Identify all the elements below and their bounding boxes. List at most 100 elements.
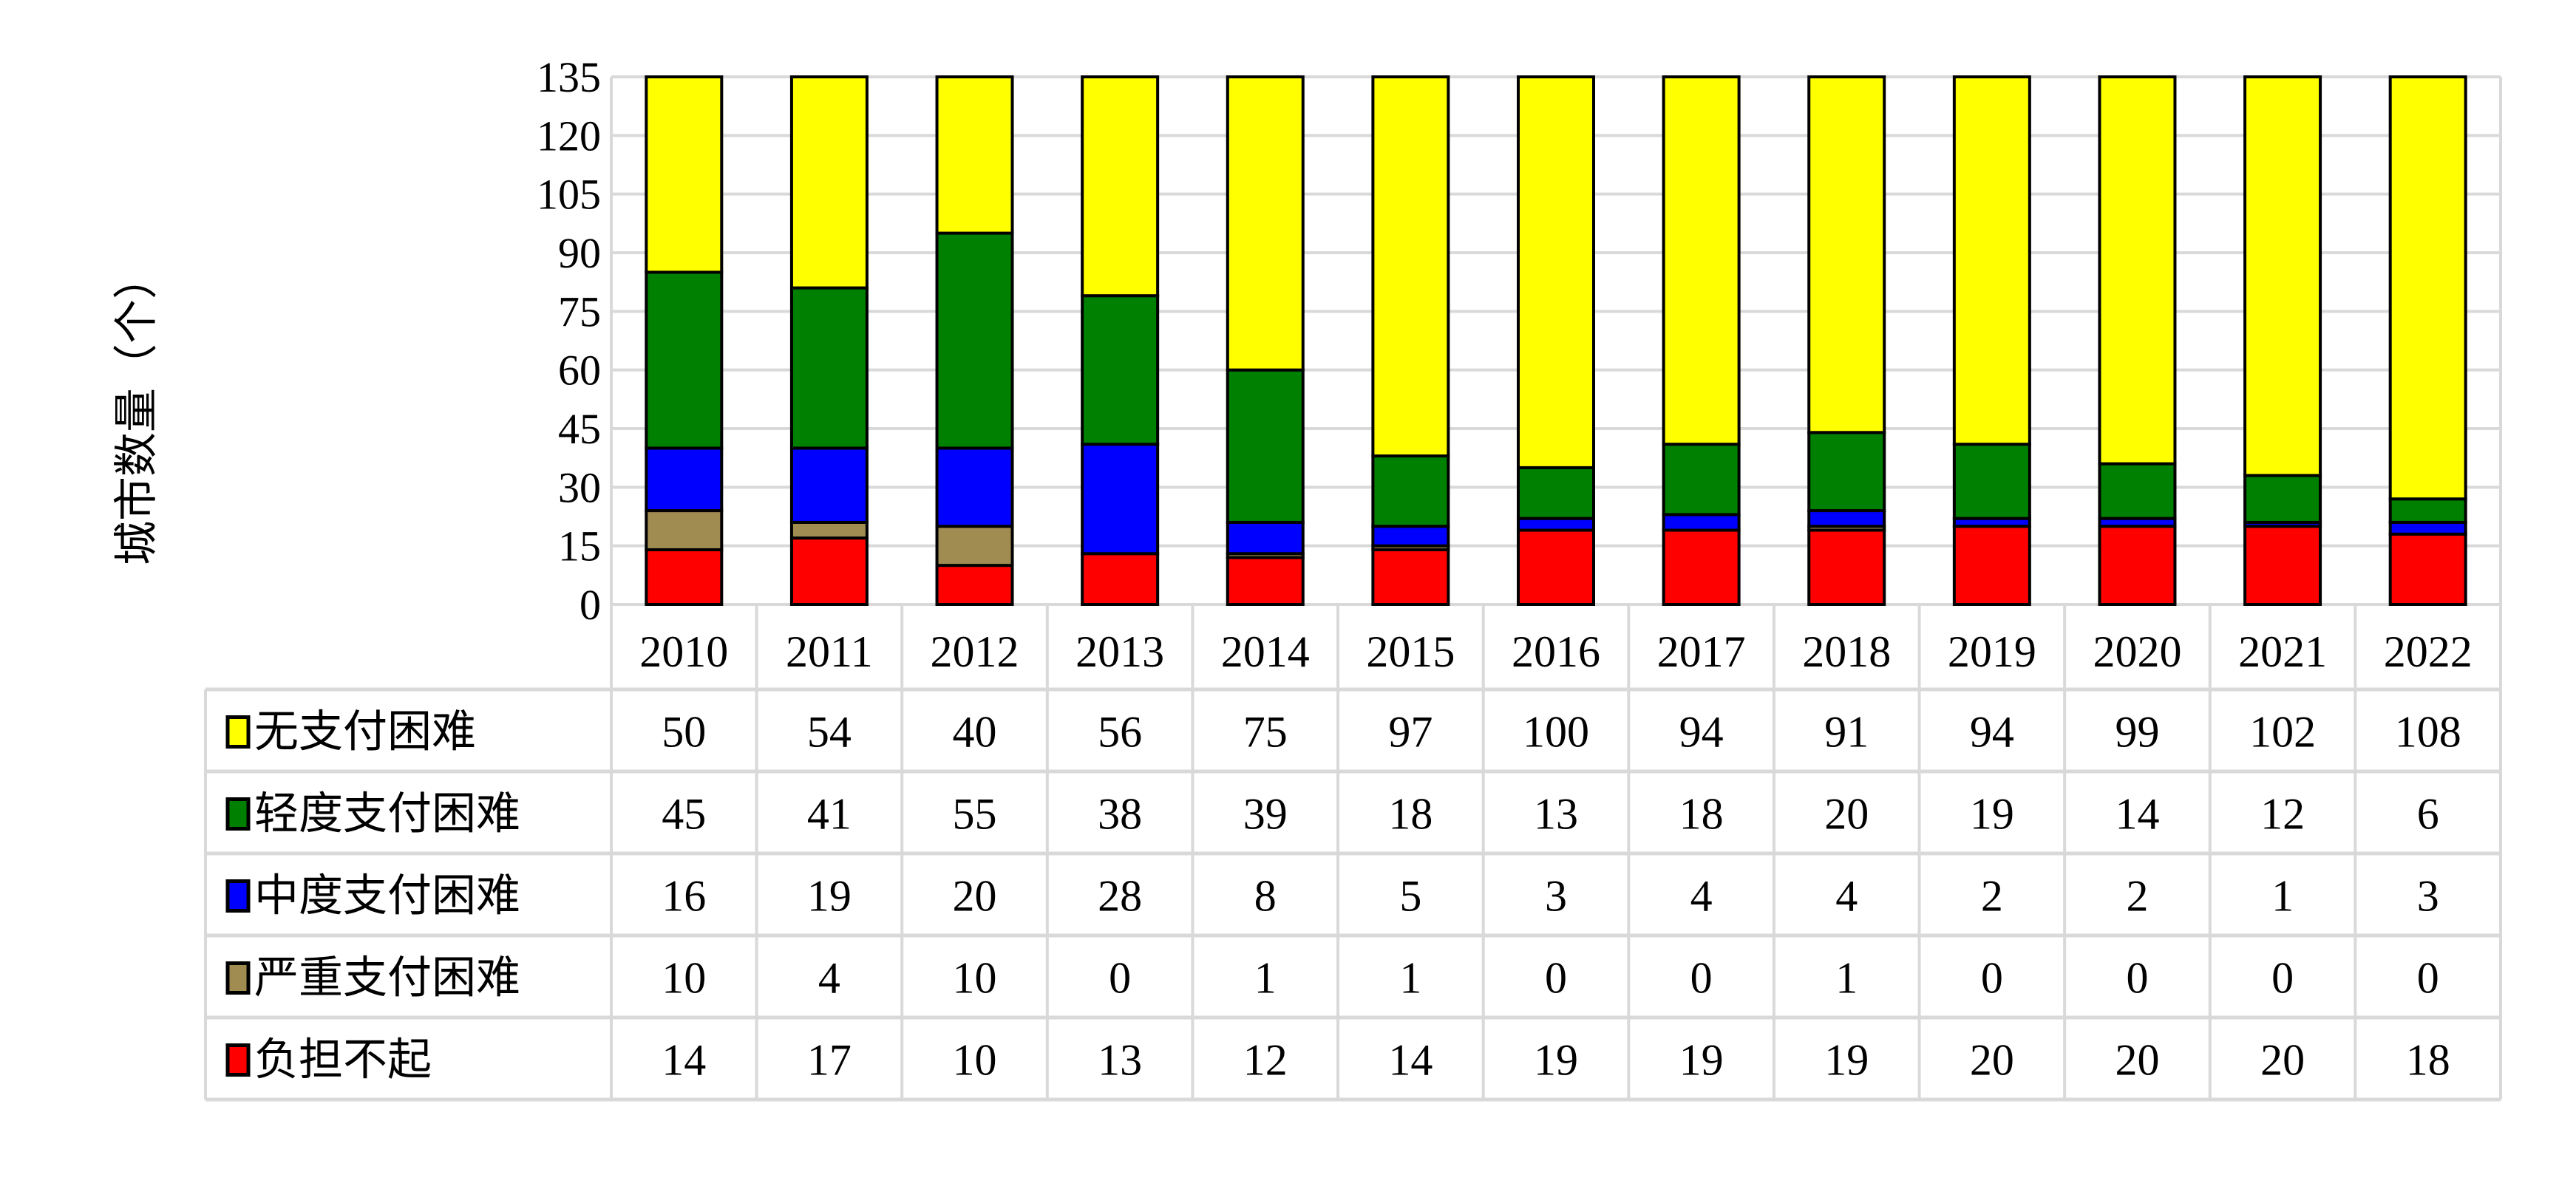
x-tick-label: 2021 [2238, 627, 2327, 676]
legend-label: 轻度支付困难 [254, 790, 520, 839]
y-tick-label: 0 [580, 581, 601, 629]
x-tick-label: 2012 [931, 627, 1019, 676]
bar-segment [2098, 525, 2177, 607]
bar-segment [789, 75, 869, 290]
table-cell: 56 [1098, 708, 1142, 757]
y-tick-label: 30 [558, 463, 601, 511]
x-tick-label: 2013 [1075, 627, 1164, 676]
table-cell: 19 [1534, 1036, 1578, 1085]
x-tick-label: 2018 [1802, 627, 1891, 676]
table-cell: 50 [662, 708, 706, 757]
table-cell: 75 [1243, 708, 1288, 757]
table-cell: 39 [1243, 790, 1288, 839]
table-cell: 18 [2406, 1036, 2450, 1085]
y-tick-label: 90 [558, 229, 601, 277]
table-cell: 0 [1545, 954, 1567, 1003]
legend-label: 严重支付困难 [254, 954, 520, 1003]
table-cell: 20 [953, 872, 997, 921]
bar-segment [2388, 75, 2467, 501]
bar-segment [2243, 75, 2322, 477]
table-cell: 20 [2260, 1036, 2305, 1085]
table-cell: 54 [807, 708, 852, 757]
bar-segment [789, 446, 869, 524]
table-cell: 91 [1824, 708, 1869, 757]
table-cell: 4 [1835, 872, 1858, 921]
bar-segment [789, 520, 869, 540]
bar-segment [1807, 75, 1886, 434]
table-cell: 97 [1388, 708, 1433, 757]
table-cell: 0 [2126, 954, 2148, 1003]
bar-segment [1517, 466, 1595, 520]
bar-segment [645, 75, 724, 274]
x-tick-label: 2010 [639, 627, 728, 676]
table-cell: 14 [1388, 1036, 1433, 1085]
data-table: 2010 2011 2012 2013 2014 2015 2016 2017 2018 2019… [204, 604, 2502, 1102]
table-cell: 0 [1109, 954, 1131, 1003]
table-cell: 108 [2395, 708, 2461, 757]
bar-segment [935, 564, 1014, 606]
table-cell: 100 [1523, 708, 1589, 757]
table-cell: 0 [2417, 954, 2439, 1003]
table-cell: 18 [1388, 790, 1433, 839]
table-row: 无支付困难 50 54 40 56 75 97 100 94 91 94 99 102 108 [225, 708, 2461, 757]
bar-segment [1371, 548, 1450, 607]
bar-segment [1226, 520, 1305, 556]
x-tick-label: 2022 [2384, 627, 2473, 676]
table-cell: 19 [1679, 1036, 1724, 1085]
bar-segment [1517, 517, 1595, 532]
table-row: 严重支付困难 10 4 10 0 1 1 0 0 1 0 0 0 0 [225, 954, 2439, 1003]
table-cell: 4 [818, 954, 840, 1003]
x-tick-label: 2019 [1948, 627, 2036, 676]
bar-segment [645, 446, 724, 513]
bar-segment [1081, 294, 1160, 446]
table-cell: 13 [1098, 1036, 1142, 1085]
x-tick-label: 2016 [1512, 627, 1600, 676]
legend-swatch [225, 961, 251, 995]
x-tick-label: 2017 [1657, 627, 1746, 676]
bar-segment [2388, 520, 2467, 536]
bar-segment [1807, 509, 1886, 528]
table-cell: 0 [2271, 954, 2294, 1003]
table-row: 轻度支付困难 45 41 55 38 39 18 13 18 20 19 14 12 6 [225, 790, 2439, 839]
bar-segment [1226, 368, 1305, 524]
table-cell: 2 [2126, 872, 2148, 921]
bar-segment [1371, 525, 1450, 548]
bar-segment [1081, 75, 1160, 298]
bar-segment [2243, 474, 2322, 524]
legend-swatch [225, 1043, 251, 1077]
table-cell: 20 [2115, 1036, 2159, 1085]
legend-label: 中度支付困难 [254, 872, 520, 921]
bar-segment [935, 231, 1014, 450]
table-cell: 55 [953, 790, 997, 839]
y-axis-label: 城市数量（个） [112, 255, 161, 565]
y-tick-label: 75 [558, 287, 601, 335]
bar-segment [1952, 443, 2031, 520]
table-cell: 38 [1098, 790, 1142, 839]
bar-segment [1807, 528, 1886, 606]
legend-swatch [225, 715, 251, 749]
bar-segment [2098, 462, 2177, 520]
table-cell: 1 [1835, 954, 1858, 1003]
bar-segment [2243, 525, 2322, 607]
table-cell: 6 [2417, 790, 2439, 839]
table-cell: 18 [1679, 790, 1724, 839]
y-axis: 0 15 30 45 60 75 90 105 120 135 [537, 53, 2502, 629]
table-cell: 102 [2249, 708, 2316, 757]
table-cell: 0 [1981, 954, 2003, 1003]
table-row: 负担不起 14 17 10 13 12 14 19 19 19 20 20 20 18 [225, 1036, 2450, 1085]
table-cell: 4 [1690, 872, 1713, 921]
table-cell: 45 [662, 790, 706, 839]
y-tick-label: 45 [558, 405, 601, 453]
bar-segment [1662, 443, 1741, 517]
bar-segment [1952, 75, 2031, 446]
bar-segment [935, 75, 1014, 235]
bar-segment [935, 446, 1014, 528]
table-cell: 3 [2417, 872, 2439, 921]
table-cell: 8 [1254, 872, 1277, 921]
table-cell: 12 [2260, 790, 2305, 839]
table-cell: 94 [1970, 708, 2014, 757]
table-cell: 94 [1679, 708, 1724, 757]
table-row: 中度支付困难 16 19 20 28 8 5 3 4 4 2 2 1 3 [225, 872, 2439, 921]
bar-segment [1226, 75, 1305, 372]
bar-segment [2388, 497, 2467, 524]
